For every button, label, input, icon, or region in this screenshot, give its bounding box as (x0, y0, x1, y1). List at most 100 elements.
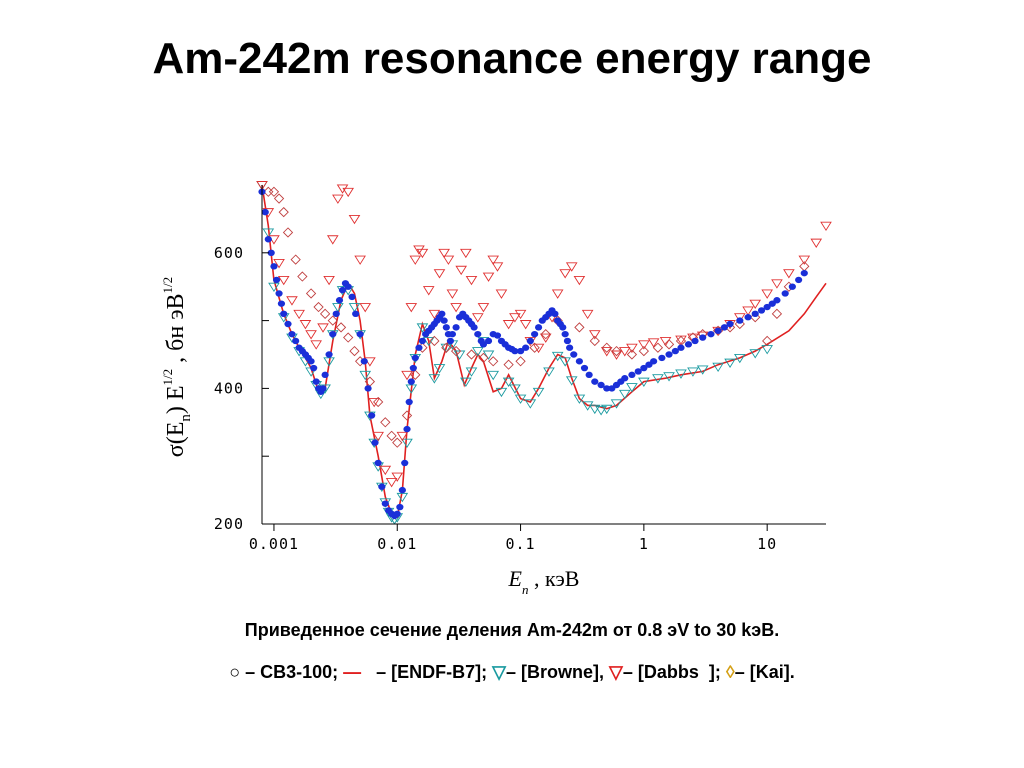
data-point (470, 324, 478, 331)
svg-text:En , кэВ: En , кэВ (508, 566, 580, 597)
data-point (416, 323, 429, 333)
data-point (477, 303, 490, 313)
x-tick-label: 10 (757, 535, 777, 553)
data-point (299, 320, 312, 330)
data-point (332, 194, 344, 204)
data-point (516, 347, 525, 355)
y-tick-label: 600 (214, 244, 244, 262)
data-point (734, 353, 746, 364)
data-point (509, 384, 521, 394)
data-point (465, 275, 478, 286)
data-point (317, 323, 329, 333)
data-point (348, 303, 361, 313)
data-point (531, 330, 539, 338)
data-point (401, 459, 409, 467)
data-point (781, 290, 789, 297)
data-point (282, 227, 294, 238)
data-point (329, 330, 337, 338)
data-point (495, 387, 508, 398)
data-point (570, 351, 578, 358)
data-point (319, 308, 331, 319)
data-point (359, 303, 372, 313)
data-point (338, 286, 347, 294)
series-layer (256, 181, 832, 525)
data-point (272, 276, 281, 284)
data-point (652, 374, 664, 384)
data-point (327, 315, 338, 326)
series-0 (261, 184, 827, 519)
data-point (751, 310, 759, 318)
data-point (761, 289, 773, 299)
data-point (611, 345, 622, 357)
data-point (297, 271, 308, 282)
data-point (573, 275, 586, 286)
data-point (798, 255, 811, 265)
data-point (744, 314, 752, 321)
data-point (621, 375, 629, 382)
ticks: 0.001 0.01 0.1 1 10 200 400 600 (214, 244, 777, 553)
data-point (429, 335, 440, 347)
data-point (273, 193, 285, 204)
data-point (292, 337, 300, 345)
data-point (460, 377, 472, 387)
data-point (566, 344, 574, 351)
data-point (422, 286, 435, 296)
data-point (551, 289, 564, 299)
data-point (352, 310, 360, 318)
x-axis-label: En , кэВ (508, 566, 580, 597)
data-point (323, 275, 335, 286)
data-point (438, 310, 446, 318)
data-point (385, 478, 398, 488)
data-point (771, 308, 783, 319)
data-point (810, 238, 823, 248)
data-point (750, 312, 761, 323)
data-point (675, 369, 687, 379)
data-point (601, 342, 612, 353)
data-point (795, 276, 803, 284)
data-point (788, 283, 796, 290)
x-tick-label: 0.001 (249, 535, 299, 553)
data-point (428, 374, 441, 384)
data-point (640, 364, 648, 372)
x-tick-label: 1 (639, 535, 649, 553)
data-point (574, 322, 585, 333)
data-point (433, 269, 446, 279)
data-point (585, 371, 593, 379)
data-point (396, 503, 404, 511)
data-point (455, 265, 468, 276)
data-point (734, 318, 745, 330)
data-point (407, 378, 415, 385)
data-point (503, 359, 514, 370)
data-point (509, 313, 521, 323)
x-tick-label: 0.01 (377, 535, 417, 553)
data-point (526, 337, 534, 345)
data-point (368, 398, 380, 408)
legend-label-kai: – [Kai]. (734, 662, 795, 682)
data-point (323, 357, 335, 367)
data-point (270, 263, 278, 270)
data-point (626, 343, 638, 354)
data-point (726, 320, 734, 328)
data-point (278, 206, 289, 218)
data-point (256, 181, 268, 191)
teal-triangle-icon: ▽ (492, 662, 506, 682)
data-point (691, 337, 699, 345)
data-point (349, 345, 360, 357)
data-point (478, 352, 489, 364)
data-point (438, 248, 450, 259)
data-point (264, 236, 272, 243)
data-point (335, 297, 344, 304)
data-point (474, 330, 482, 338)
data-point (391, 472, 404, 482)
data-point (450, 345, 462, 357)
data-point (712, 362, 724, 373)
data-point (348, 293, 356, 301)
data-point (522, 344, 530, 351)
data-point (484, 337, 493, 345)
data-point (321, 371, 329, 379)
data-point (638, 345, 650, 357)
data-point (634, 368, 642, 375)
data-point (600, 347, 613, 357)
data-point (332, 310, 340, 318)
